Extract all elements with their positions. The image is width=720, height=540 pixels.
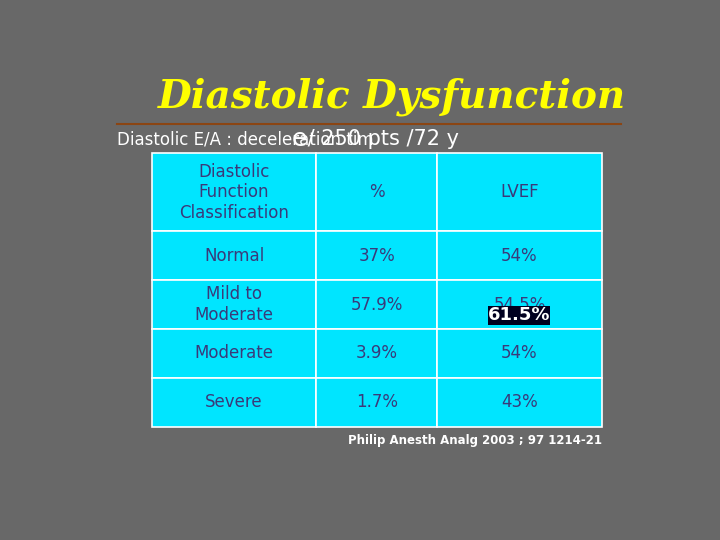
Bar: [152, 153, 316, 231]
Text: 3.9%: 3.9%: [356, 345, 397, 362]
Text: Diastolic E/A : deceleration tim: Diastolic E/A : deceleration tim: [117, 131, 374, 149]
Text: 57.9%: 57.9%: [351, 295, 403, 314]
Bar: [316, 329, 438, 378]
Text: 54%: 54%: [501, 247, 538, 265]
Text: Mild to
Moderate: Mild to Moderate: [194, 285, 274, 324]
Text: %: %: [369, 183, 384, 201]
Text: 61.5%: 61.5%: [488, 306, 551, 325]
Bar: [152, 329, 316, 378]
Bar: [316, 378, 438, 427]
Bar: [438, 329, 601, 378]
Text: Moderate: Moderate: [194, 345, 274, 362]
Text: LVEF: LVEF: [500, 183, 539, 201]
Text: 43%: 43%: [501, 393, 538, 411]
Text: Normal: Normal: [204, 247, 264, 265]
Text: Diastolic Dysfunction: Diastolic Dysfunction: [158, 78, 626, 117]
Bar: [316, 231, 438, 280]
Text: 37%: 37%: [359, 247, 395, 265]
Bar: [316, 153, 438, 231]
Bar: [152, 280, 316, 329]
Bar: [316, 280, 438, 329]
Bar: [152, 231, 316, 280]
Bar: [438, 280, 601, 329]
Text: 54%: 54%: [501, 345, 538, 362]
Text: Philip Anesth Analg 2003 ; 97 1214-21: Philip Anesth Analg 2003 ; 97 1214-21: [348, 434, 601, 447]
Bar: [488, 306, 551, 325]
Bar: [438, 231, 601, 280]
Text: 1.7%: 1.7%: [356, 393, 397, 411]
Text: / 250 pts /72 y: / 250 pts /72 y: [301, 130, 459, 150]
Text: e: e: [292, 127, 307, 152]
Bar: [152, 378, 316, 427]
Bar: [438, 378, 601, 427]
Text: 54.5%: 54.5%: [493, 295, 546, 314]
Text: Severe: Severe: [205, 393, 263, 411]
Text: Diastolic
Function
Classification: Diastolic Function Classification: [179, 163, 289, 222]
Bar: [438, 153, 601, 231]
